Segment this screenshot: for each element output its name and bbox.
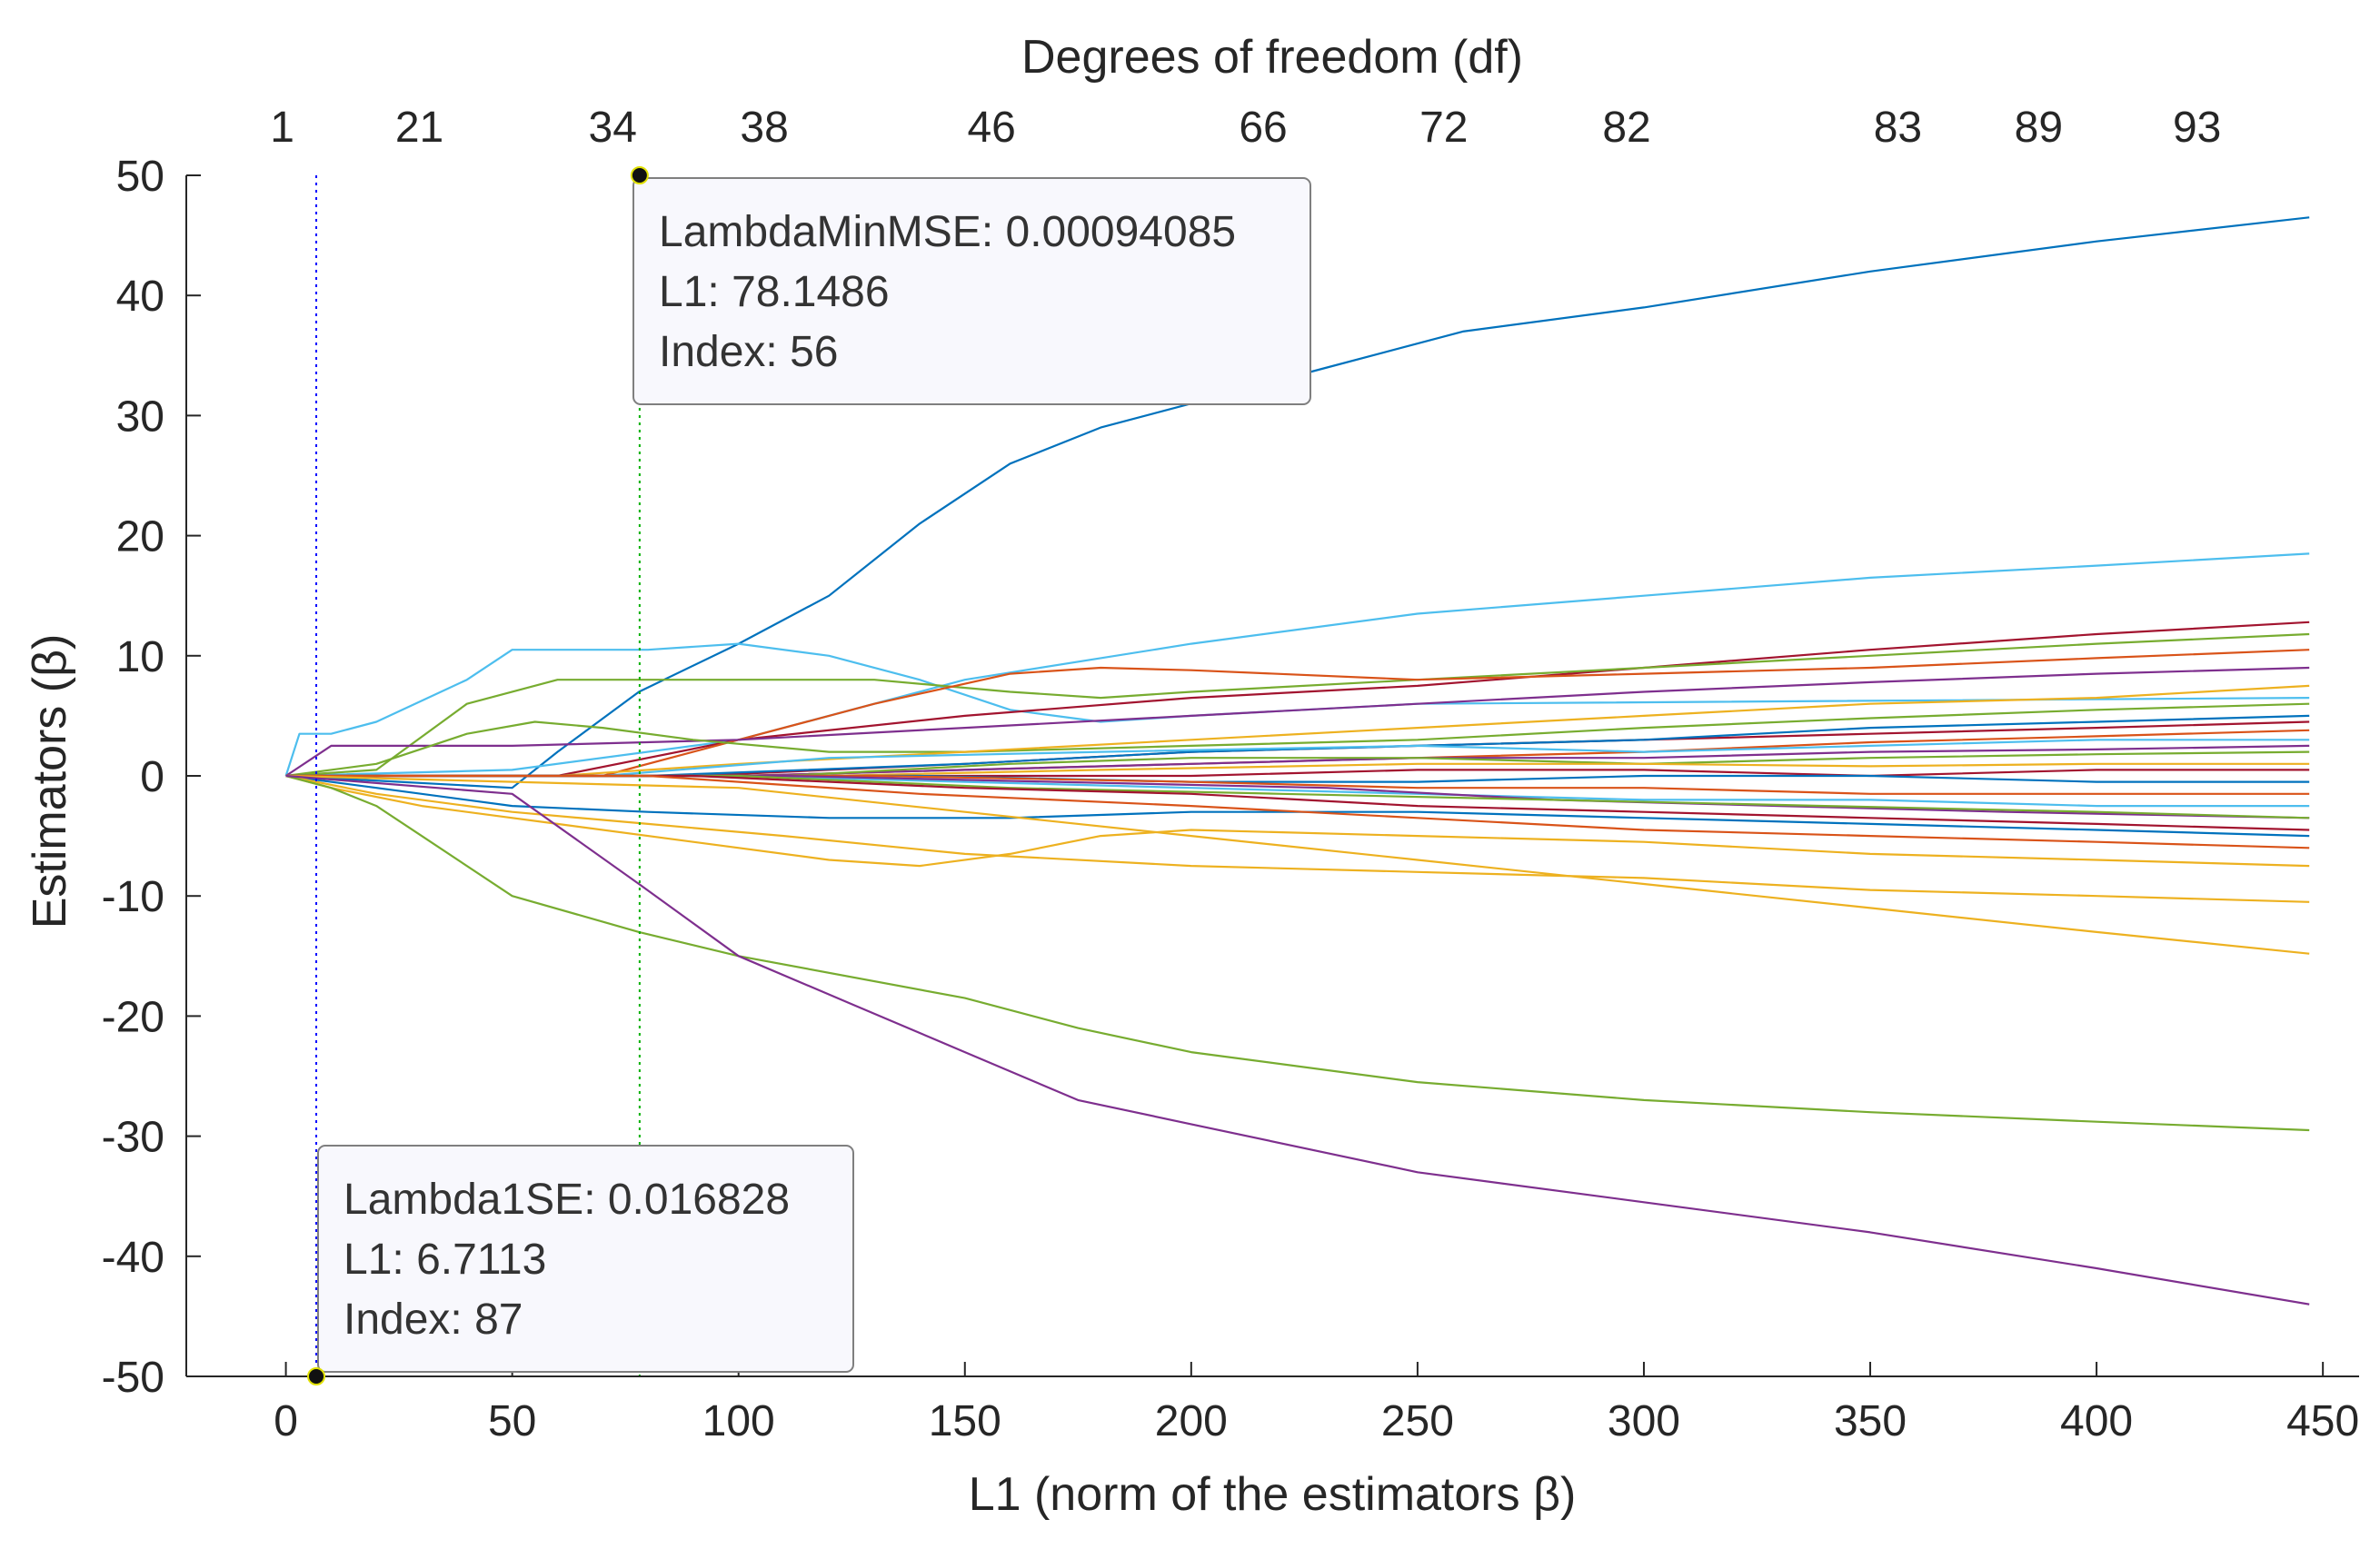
y-tick-label: 20 [116,513,164,561]
x-tick-label: 250 [1381,1397,1454,1445]
datatip-line: LambdaMinMSE: 0.00094085 [659,208,1236,256]
df-tick-label: 46 [967,104,1015,152]
x-tick-label: 0 [274,1397,298,1445]
coef-purple-bottom [285,774,2310,1306]
x-tick-label: 400 [2060,1397,2133,1445]
y-tick-label: 40 [116,273,164,321]
coef-orange-down [285,774,2310,849]
x-tick-label: 350 [1834,1397,1907,1445]
coef-cyan-mid [285,739,2310,778]
coef-purple-down [285,774,2310,819]
df-tick-label: 83 [1874,104,1922,152]
x-tick-label: 100 [702,1397,775,1445]
coef-blue-down [285,774,2310,838]
coef-cyan-rising [285,552,2310,778]
datatip-marker [630,166,649,184]
datatip-line: L1: 6.7113 [344,1236,546,1284]
coef-green-small [285,702,2310,778]
coef-purple-up [284,666,2310,777]
x-axis-title: L1 (norm of the estimators β) [969,1468,1577,1521]
df-tick-label: 21 [395,104,443,152]
axes: 0 50 100 150 200 250 300 350 400 450-50-40-30-20-… [102,104,2360,1445]
df-tick-label: 89 [2015,104,2063,152]
df-tick-label: 1 [270,104,294,152]
coef-green-down-small [285,774,2310,819]
y-tick-label: -40 [102,1234,164,1282]
x-tick-label: 450 [2286,1397,2359,1445]
coef-orange-up [285,649,2310,778]
df-tick-label: 38 [740,104,788,152]
y-tick-label: -50 [102,1354,164,1402]
coef-orange-flat [285,774,2310,795]
x-tick-label: 50 [488,1397,536,1445]
y-axis-title: Estimators (β) [24,634,76,929]
y-tick-label: -20 [102,993,164,1041]
top-axis-title: Degrees of freedom (df) [1021,31,1523,84]
datatip-line: L1: 78.1486 [659,268,890,316]
coefficient-traces [284,216,2310,1306]
y-tick-label: -10 [102,873,164,921]
datatip-line: Index: 56 [659,328,838,376]
x-tick-label: 200 [1155,1397,1228,1445]
y-tick-label: 0 [140,753,164,801]
datatip-box [317,1145,854,1373]
df-tick-label: 82 [1602,104,1650,152]
y-tick-label: -30 [102,1114,164,1162]
df-tick-label: 34 [589,104,637,152]
datatip-box [632,177,1311,405]
datatip-line: Index: 87 [344,1296,523,1344]
coef-cyan-flat [285,774,2310,808]
y-tick-label: 30 [116,392,164,441]
df-tick-label: 93 [2173,104,2221,152]
datatip-marker [307,1367,326,1385]
datatip-lambda-min-mse: LambdaMinMSE: 0.00094085 L1: 78.1486 Index… [630,166,1311,405]
coef-green-mid [285,750,2310,778]
coef-yellow-down-a [285,774,2310,868]
x-tick-label: 150 [929,1397,1001,1445]
coef-yellow-down-c [285,774,2310,955]
coef-red-top [285,621,2310,778]
y-tick-label: 10 [116,633,164,681]
datatip-line: Lambda1SE: 0.016828 [344,1176,790,1224]
datatip-lambda-1se: Lambda1SE: 0.016828 L1: 6.7113 Index: 87 [307,1145,854,1385]
datatips: LambdaMinMSE: 0.00094085 L1: 78.1486 Index… [307,166,1311,1385]
coef-red-down [285,774,2310,831]
df-tick-label: 72 [1419,104,1468,152]
coef-yellow-mid [285,684,2310,778]
coef-green-upper [285,632,2310,778]
coef-green-bottom [285,774,2310,1132]
coef-blue-rising [285,216,2310,789]
coef-yellow-down-b [285,774,2310,903]
y-tick-label: 50 [116,153,164,201]
x-tick-label: 300 [1608,1397,1680,1445]
df-tick-label: 66 [1239,104,1287,152]
